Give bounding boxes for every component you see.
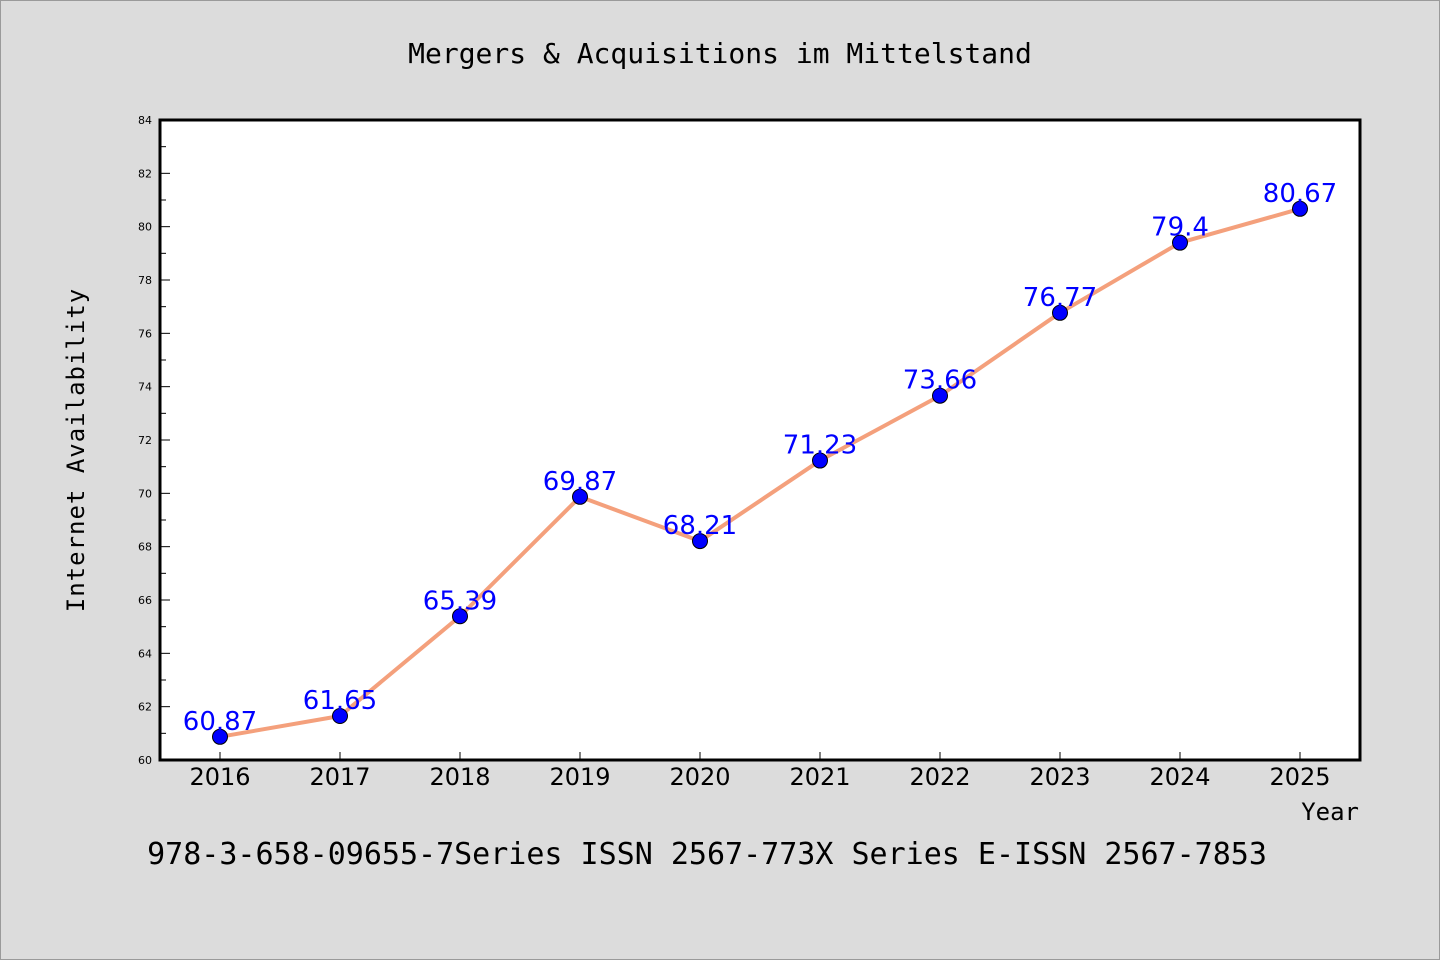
footer-text: 978-3-658-09655-7Series ISSN 2567-773X S… (147, 837, 1267, 872)
data-labels: 60.87 61.65 65.39 69.87 68.21 71.23 73.66 76.77… (183, 179, 1337, 737)
data-point (812, 452, 828, 469)
x-axis-label: Year (1301, 798, 1359, 826)
chart-title: Mergers & Acquisitions im Mittelstand (408, 37, 1032, 70)
y-tick-label: 84 (138, 114, 152, 127)
x-axis-ticks: 2016 2017 2018 2019 2020 2021 2022 2023 2024 2025 (189, 752, 1331, 791)
x-tick-label: 2024 (1149, 763, 1210, 791)
data-label: 79.4 (1151, 213, 1209, 243)
y-tick-label: 80 (138, 221, 152, 234)
series-polyline (218, 206, 1302, 739)
x-tick-label: 2025 (1269, 763, 1330, 791)
y-tick-label: 72 (138, 434, 152, 447)
data-point (212, 728, 228, 745)
x-tick-label: 2021 (789, 763, 850, 791)
data-point (692, 533, 708, 550)
data-label: 68.21 (663, 511, 737, 541)
series-markers (212, 200, 1308, 745)
data-point (572, 488, 588, 505)
x-tick-label: 2016 (189, 763, 250, 791)
plot-area (158, 118, 1362, 762)
y-tick-label: 78 (138, 274, 152, 287)
y-tick-label: 76 (138, 327, 152, 340)
data-label: 65.39 (423, 586, 497, 616)
data-label: 73.66 (903, 366, 977, 396)
x-tick-label: 2022 (909, 763, 970, 791)
data-label: 71.23 (783, 431, 857, 461)
x-tick-label: 2018 (429, 763, 490, 791)
data-point (1052, 304, 1068, 321)
data-label: 80.67 (1263, 179, 1337, 209)
x-tick-label: 2023 (1029, 763, 1090, 791)
y-tick-label: 74 (138, 381, 152, 394)
y-tick-label: 68 (138, 541, 152, 554)
data-label: 61.65 (303, 686, 377, 716)
data-point (932, 387, 948, 404)
y-tick-label: 66 (138, 594, 152, 607)
y-tick-label: 70 (138, 487, 152, 500)
x-tick-label: 2020 (669, 763, 730, 791)
x-tick-label: 2019 (549, 763, 610, 791)
y-axis-label: Internet Availability (62, 288, 90, 612)
data-label: 60.87 (183, 707, 257, 737)
data-label: 76.77 (1023, 283, 1097, 313)
data-point (1292, 200, 1308, 217)
x-tick-label: 2017 (309, 763, 370, 791)
y-tick-label: 64 (138, 647, 152, 660)
y-tick-label: 62 (138, 701, 152, 714)
data-label: 69.87 (543, 467, 617, 497)
y-axis-ticks: 60 62 64 66 68 70 72 74 76 78 80 82 84 (138, 114, 170, 767)
data-point (1172, 234, 1188, 251)
data-point (452, 608, 468, 625)
y-tick-label: 60 (138, 754, 152, 767)
series-line (218, 206, 1302, 739)
data-point (332, 708, 348, 724)
y-tick-label: 82 (138, 167, 152, 180)
